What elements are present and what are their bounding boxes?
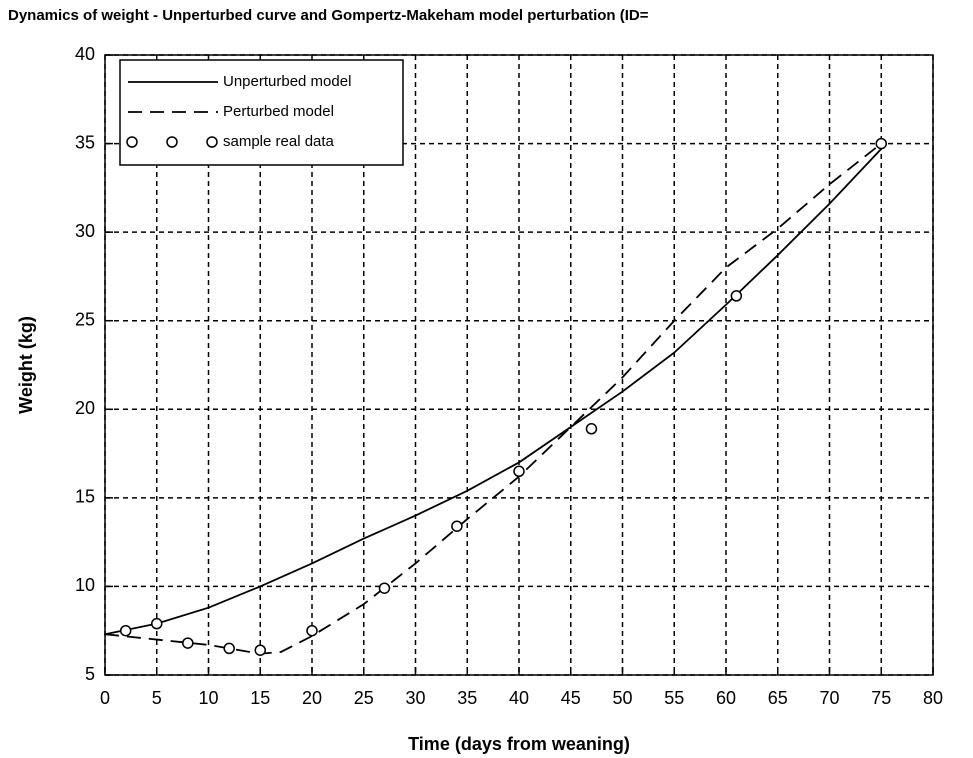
data-point <box>254 644 266 656</box>
data-point <box>119 624 132 637</box>
line <box>104 148 882 636</box>
x-tick-label: 55 <box>664 688 684 708</box>
x-tick-label: 45 <box>561 688 581 708</box>
x-tick-label: 30 <box>405 688 425 708</box>
data-point <box>182 637 194 649</box>
x-tick-label: 10 <box>198 688 218 708</box>
chart-title: Dynamics of weight - Unperturbed curve a… <box>8 7 649 24</box>
legend-marker <box>126 136 138 148</box>
y-tick-label: 10 <box>75 575 95 595</box>
y-tick-label: 35 <box>75 132 95 152</box>
x-tick-label: 65 <box>768 688 788 708</box>
data-point <box>585 423 598 435</box>
data-point <box>223 642 235 655</box>
legend-label: Unperturbed model <box>223 73 351 90</box>
x-axis-label: Time (days from weaning) <box>408 734 630 754</box>
data-point <box>378 582 391 594</box>
x-tick-label: 80 <box>923 688 943 708</box>
x-tick-label: 20 <box>302 688 322 708</box>
x-tick-label: 75 <box>871 688 891 708</box>
data-point <box>306 624 318 637</box>
legend-marker <box>206 136 218 148</box>
plot-frame <box>104 54 934 676</box>
x-tick-label: 60 <box>716 688 736 708</box>
legend-label: Perturbed model <box>223 103 334 120</box>
data-point <box>730 290 743 302</box>
y-tick-label: 20 <box>75 398 95 418</box>
data-point <box>451 520 463 532</box>
data-point <box>875 137 887 150</box>
x-tick-label: 40 <box>509 688 529 708</box>
x-tick-label: 70 <box>819 688 839 708</box>
legend-box <box>119 59 404 166</box>
x-tick-label: 25 <box>354 688 374 708</box>
y-axis-label: Weight (kg) <box>16 316 36 414</box>
x-tick-label: 50 <box>612 688 632 708</box>
data-point <box>513 465 525 478</box>
line <box>104 142 882 655</box>
x-tick-label: 0 <box>100 688 110 708</box>
y-tick-label: 5 <box>85 664 95 684</box>
data-point <box>151 617 163 630</box>
x-tick-label: 15 <box>250 688 270 708</box>
y-tick-label: 15 <box>75 487 95 507</box>
legend-marker <box>166 136 178 148</box>
x-tick-label: 5 <box>152 688 162 708</box>
y-tick-label: 25 <box>75 309 95 329</box>
y-tick-label: 40 <box>75 44 95 64</box>
x-tick-label: 35 <box>457 688 477 708</box>
legend-label: sample real data <box>223 133 335 150</box>
y-tick-label: 30 <box>75 221 95 241</box>
